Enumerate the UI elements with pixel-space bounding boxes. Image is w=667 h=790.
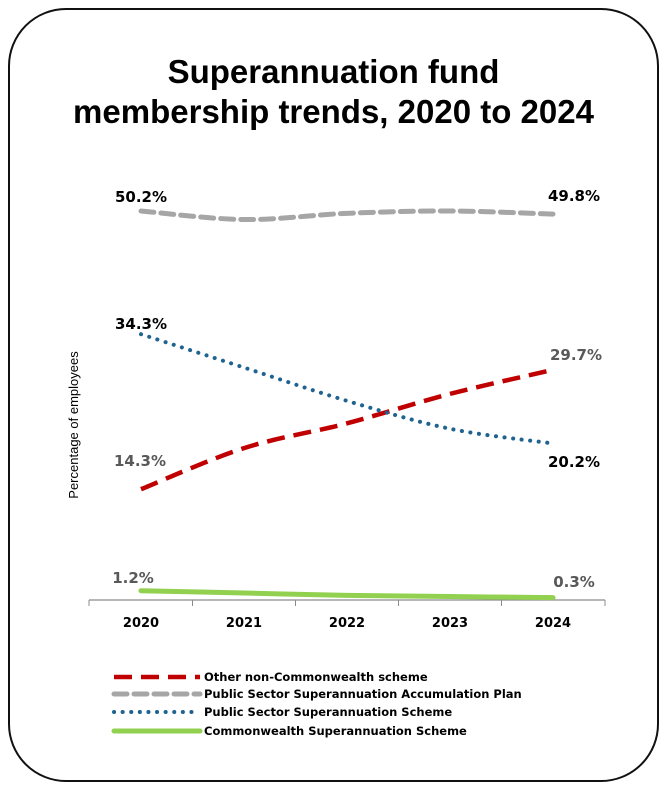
legend-label-public-sector-superannuation-scheme: Public Sector Superannuation Scheme	[204, 705, 452, 719]
series-line-public-sector-superannuation-accumulation-plan	[138, 208, 556, 223]
chart-title-line-2: membership trends, 2020 to 2024	[73, 93, 594, 130]
legend-label-public-sector-superannuation-accumulation-plan: Public Sector Superannuation Accumulatio…	[204, 687, 522, 701]
series-line-commonwealth-superannuation-scheme	[138, 588, 556, 601]
x-tick-label-2021: 2021	[226, 616, 262, 631]
chart-frame	[8, 8, 659, 782]
series-line-other-non-commonwealth-scheme	[140, 367, 554, 492]
series-line-public-sector-superannuation-scheme	[139, 332, 555, 446]
x-tick-label-2024: 2024	[535, 616, 571, 631]
data-label-end-public-sector-superannuation-accumulation-plan: 49.8%	[548, 187, 600, 205]
data-label-start-commonwealth-superannuation-scheme: 1.2%	[112, 569, 154, 587]
data-label-start-public-sector-superannuation-scheme: 34.3%	[115, 315, 167, 333]
x-axis: 2020 2021 2022 2023 2024	[88, 599, 606, 631]
data-label-end-other-non-commonwealth-scheme: 29.7%	[550, 346, 602, 364]
legend: Other non-Commonwealth scheme Public Sect…	[111, 670, 522, 738]
x-tick-label-2022: 2022	[329, 616, 365, 631]
data-label-start-public-sector-superannuation-accumulation-plan: 50.2%	[115, 188, 167, 206]
chart-title: Superannuation fund membership trends, 2…	[0, 52, 667, 132]
data-label-end-public-sector-superannuation-scheme: 20.2%	[548, 453, 600, 471]
data-label-end-commonwealth-superannuation-scheme: 0.3%	[553, 573, 595, 591]
x-tick-label-2023: 2023	[432, 616, 468, 631]
x-tick-label-2020: 2020	[123, 616, 159, 631]
series-lines	[138, 208, 556, 601]
chart-title-line-1: Superannuation fund	[167, 53, 500, 90]
y-axis-label: Percentage of employees	[66, 351, 81, 499]
legend-label-commonwealth-superannuation-scheme: Commonwealth Superannuation Scheme	[204, 724, 467, 738]
data-labels: 14.3% 29.7% 50.2% 49.8% 34.3% 20.2% 1.2% 0.3%	[112, 187, 602, 591]
data-label-start-other-non-commonwealth-scheme: 14.3%	[114, 452, 166, 470]
legend-label-other-non-commonwealth-scheme: Other non-Commonwealth scheme	[204, 670, 428, 684]
